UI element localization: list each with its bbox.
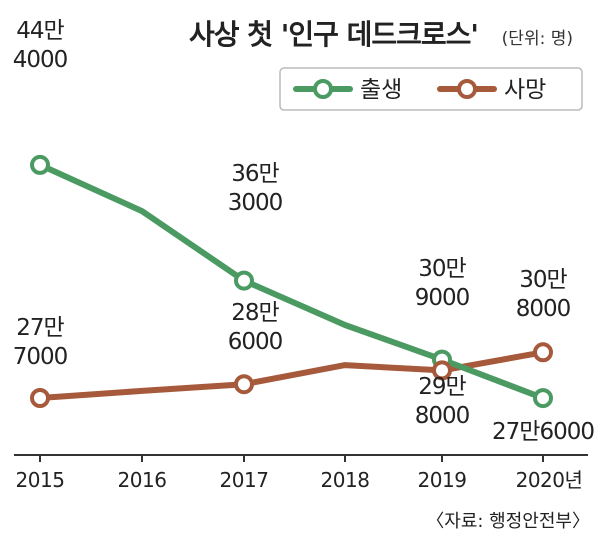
- legend: 출생 사망: [293, 77, 546, 103]
- series-layer: [30, 154, 553, 409]
- x-tick-label-4: 2018: [321, 468, 370, 492]
- data-point-1-3: [234, 270, 254, 291]
- data-label-2-line-1: 36만: [231, 161, 279, 187]
- data-label-1-line-1: 44만: [16, 18, 64, 44]
- data-label-1-line-2: 4000: [13, 47, 68, 73]
- series-line-1: [37, 161, 546, 402]
- legend-label-1: 출생: [360, 77, 402, 103]
- data-point-2-1: [30, 388, 50, 408]
- data-label-6-line-1: 28만: [231, 300, 279, 326]
- data-label-3-line-2: 9000: [415, 285, 470, 311]
- data-point-1-1: [30, 154, 50, 175]
- chart-title: 사상 첫 '인구 데드크로스': [189, 18, 478, 51]
- x-tick-label-3: 2017: [220, 468, 269, 492]
- unit-note: (단위: 명): [502, 29, 573, 49]
- data-label-4-line-1: 27만6000: [492, 419, 594, 445]
- x-axis-ticks: 2015 2016 2017 2018 2019 2020년: [16, 455, 583, 492]
- data-label-3-line-1: 30만: [418, 256, 466, 282]
- data-label-7-line-1: 29만: [418, 374, 466, 400]
- legend-marker-2: [457, 79, 477, 99]
- x-tick-label-1: 2015: [16, 468, 65, 492]
- x-tick-label-6: 2020년: [516, 468, 583, 492]
- data-point-1-6: [533, 388, 553, 409]
- data-label-6-line-2: 6000: [228, 329, 283, 355]
- x-tick-label-5: 2019: [418, 468, 467, 492]
- legend-label-2: 사망: [504, 77, 546, 103]
- x-tick-label-2: 2016: [118, 468, 167, 492]
- data-point-2-5: [432, 360, 452, 381]
- data-label-7-line-2: 8000: [415, 403, 470, 429]
- data-point-2-3: [234, 374, 254, 395]
- data-label-8-line-1: 30만: [519, 267, 567, 293]
- data-label-5-line-1: 27만: [16, 315, 64, 341]
- series-line-2: [37, 349, 546, 401]
- data-labels: 44만 4000 36만 3000 30만 9000 27만6000 27만 7000 28만 60…: [13, 18, 596, 445]
- legend-box: [279, 67, 583, 111]
- data-label-5-line-2: 7000: [13, 344, 68, 370]
- data-label-2-line-2: 3000: [228, 190, 283, 216]
- legend-marker-1: [313, 79, 333, 99]
- source-note: 〈자료: 행정안전부〉: [426, 511, 590, 532]
- data-label-8-line-2: 8000: [516, 296, 571, 322]
- data-point-2-6: [533, 342, 553, 363]
